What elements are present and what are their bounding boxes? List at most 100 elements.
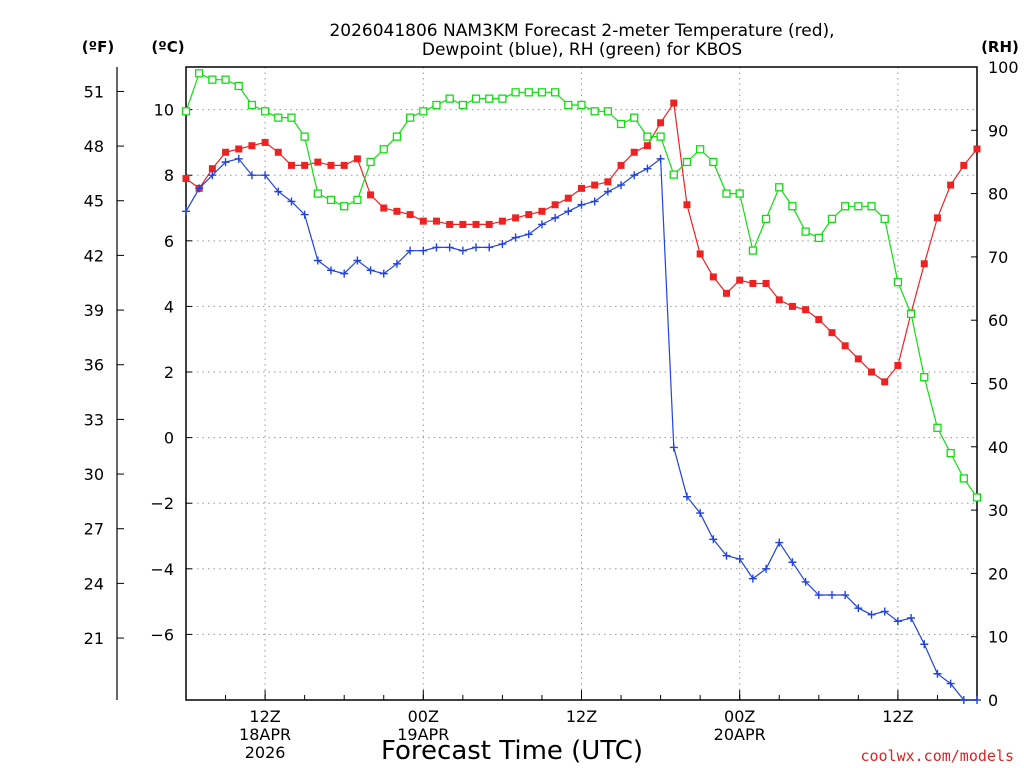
dewpoint-point xyxy=(775,538,784,547)
rh-tick-label: 40 xyxy=(988,438,1008,457)
time-tick-label: 18APR xyxy=(239,725,291,744)
rh-point xyxy=(867,202,876,211)
temperature-point xyxy=(960,161,968,169)
rh-point xyxy=(564,100,573,110)
rh-point xyxy=(274,113,283,122)
dewpoint-point xyxy=(392,259,401,268)
dewpoint-point xyxy=(524,230,533,239)
temperature-point xyxy=(657,119,665,127)
rh-point xyxy=(340,202,349,211)
dewpoint-point xyxy=(261,171,270,180)
temperature-point xyxy=(841,342,849,350)
dewpoint-point xyxy=(814,591,823,600)
temperature-point xyxy=(485,220,493,228)
rh-point xyxy=(445,94,454,103)
dewpoint-point xyxy=(498,240,507,249)
dewpoint-point xyxy=(313,256,322,265)
rh-tick-label: 30 xyxy=(988,501,1008,520)
celsius-tick-label: 8 xyxy=(164,166,174,185)
dewpoint-point xyxy=(603,187,612,196)
fahrenheit-tick-label: 42 xyxy=(84,246,104,265)
celsius-tick-label: 4 xyxy=(164,297,174,316)
x-axis-title: Forecast Time (UTC) xyxy=(381,736,643,766)
temperature-point xyxy=(459,220,467,228)
rh-point xyxy=(920,373,929,382)
dewpoint-point xyxy=(880,607,889,616)
series-line xyxy=(185,157,977,701)
rh-point xyxy=(616,119,626,129)
temperature-point xyxy=(868,368,876,376)
rh-point xyxy=(458,100,468,110)
rh-tick-label: 20 xyxy=(988,564,1008,583)
dewpoint-point xyxy=(946,679,955,688)
dewpoint-point xyxy=(300,210,309,219)
dewpoint-point xyxy=(907,614,916,623)
rh-point xyxy=(221,75,230,84)
temperature-point xyxy=(788,302,796,310)
rh-point xyxy=(801,227,810,236)
rh-point xyxy=(524,88,533,97)
temperature-point xyxy=(564,194,572,202)
fahrenheit-tick-label: 48 xyxy=(84,137,104,156)
fahrenheit-tick-label: 30 xyxy=(84,465,104,484)
rh-point xyxy=(696,145,705,154)
temperature-point xyxy=(274,148,282,156)
temperature-point xyxy=(749,279,757,287)
dewpoint-point xyxy=(656,154,665,163)
temperature-point xyxy=(340,161,348,169)
dewpoint-point xyxy=(182,207,190,216)
temperature-point xyxy=(367,191,375,199)
temperature-point xyxy=(617,161,625,169)
dewpoint-point xyxy=(445,243,454,252)
rh-point xyxy=(709,157,718,167)
dewpoint-point xyxy=(841,591,850,600)
temperature-point xyxy=(314,158,322,166)
dewpoint-point xyxy=(590,197,599,206)
rh-point xyxy=(260,107,270,116)
rh-point xyxy=(313,189,322,198)
dewpoint-point xyxy=(472,243,481,252)
rh-axis: 0 10 20 30 40 50 60 70 80 90 100 xyxy=(971,58,1019,710)
temperature-point xyxy=(248,142,256,150)
dewpoint-point xyxy=(709,535,718,544)
temperature-point xyxy=(353,155,361,163)
temperature-point xyxy=(578,184,585,192)
temperature-point xyxy=(696,250,704,258)
time-tick-label: 2026 xyxy=(245,743,286,762)
dewpoint-point xyxy=(274,187,283,196)
temperature-point xyxy=(182,175,190,183)
temperature-point xyxy=(551,201,559,209)
time-tick-label: 12Z xyxy=(249,707,280,726)
rh-point xyxy=(247,100,257,110)
temperature-point xyxy=(802,306,810,314)
rh-point xyxy=(643,132,652,141)
chart-title-line2: Dewpoint (blue), RH (green) for KBOS xyxy=(422,40,742,60)
dewpoint-point xyxy=(379,269,388,278)
celsius-tick-label: 2 xyxy=(164,363,174,382)
celsius-tick-label: 0 xyxy=(164,429,174,448)
dewpoint-point xyxy=(696,509,705,518)
rh-point xyxy=(392,132,402,141)
time-tick-label: 19APR xyxy=(397,725,449,744)
dewpoint-point xyxy=(195,184,204,193)
rh-point xyxy=(827,214,837,224)
fahrenheit-tick-label: 33 xyxy=(84,410,104,429)
celsius-tick-label: −6 xyxy=(150,625,174,644)
rh-point xyxy=(906,309,916,319)
rh-point xyxy=(946,448,955,458)
rh-tick-label: 60 xyxy=(988,311,1008,330)
dewpoint-point xyxy=(682,492,691,501)
rh-point xyxy=(775,183,784,192)
temperature-point xyxy=(775,296,783,304)
temperature-point xyxy=(406,211,414,219)
temperature-point xyxy=(828,329,836,337)
dewpoint-point xyxy=(234,154,243,163)
rh-point xyxy=(972,493,982,502)
fahrenheit-tick-label: 51 xyxy=(84,82,104,101)
dewpoint-point xyxy=(340,269,349,278)
rh-point xyxy=(682,157,692,167)
dewpoint-point xyxy=(801,577,810,586)
temperature-point xyxy=(815,316,823,324)
time-tick-label: 12Z xyxy=(882,707,913,726)
